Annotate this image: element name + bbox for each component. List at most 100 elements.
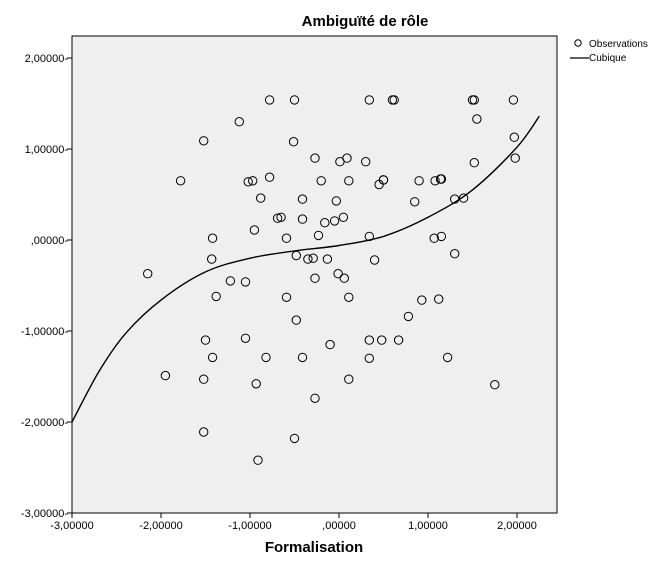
y-tick-label: 1,00000- <box>25 144 69 156</box>
observation-point <box>289 95 300 105</box>
observation-point <box>272 213 283 223</box>
observation-point <box>378 175 389 185</box>
x-tick-label: 2,00000 <box>497 520 537 532</box>
x-axis-ticks: -3,00000 -2,00000 -1,00000 ,00000 1,00000 2,0… <box>50 513 537 532</box>
x-tick-label: 1,00000 <box>408 520 448 532</box>
cubique-curve <box>71 115 540 423</box>
observation-point <box>297 194 308 204</box>
observation-point <box>243 177 253 187</box>
observation-point <box>338 212 349 223</box>
observation-point <box>199 427 209 437</box>
observation-point <box>389 95 399 105</box>
observation-point <box>303 254 313 264</box>
observation-point <box>344 292 354 302</box>
observation-point <box>264 95 275 105</box>
observation-point <box>240 333 251 343</box>
y-tick-label: 2,00000- <box>25 53 69 65</box>
observation-point <box>143 269 153 279</box>
observation-point <box>240 277 251 287</box>
cubic-fit-layer <box>71 115 540 423</box>
observation-point <box>308 253 318 263</box>
observation-point <box>199 136 209 146</box>
observation-point <box>276 212 286 223</box>
observation-point <box>510 153 520 163</box>
observation-point <box>251 379 261 389</box>
observation-point <box>261 352 271 363</box>
observation-point <box>248 176 258 186</box>
observation-point <box>281 292 292 302</box>
observation-point <box>225 276 236 286</box>
observation-point <box>364 353 374 363</box>
observation-point <box>160 370 171 381</box>
observation-point <box>450 194 460 204</box>
y-tick-label: -2,00000- <box>21 417 68 429</box>
observation-point <box>207 352 218 363</box>
observation-point <box>291 315 301 325</box>
observation-point <box>377 335 387 345</box>
observation-point <box>313 230 324 241</box>
y-tick-label: -3,00000- <box>21 508 68 520</box>
observation-point <box>361 157 371 167</box>
observation-point <box>325 339 335 350</box>
observation-point <box>297 214 308 224</box>
observation-point <box>442 352 453 363</box>
observation-point <box>234 117 245 127</box>
observation-point <box>469 95 479 105</box>
observation-point <box>436 174 447 184</box>
observation-point <box>403 311 414 322</box>
observation-point <box>333 269 343 279</box>
observation-point <box>253 455 263 465</box>
observation-point <box>291 250 301 261</box>
y-tick-label: ,00000- <box>31 235 69 247</box>
observation-point <box>472 114 482 124</box>
observation-point <box>469 158 479 168</box>
observation-point <box>310 393 320 403</box>
observation-point <box>342 153 352 163</box>
observation-point <box>344 176 354 186</box>
observation-point <box>410 197 420 207</box>
observation-point <box>364 95 374 105</box>
observation-point <box>310 273 320 283</box>
observation-point <box>414 176 424 186</box>
observation-point <box>320 218 330 228</box>
observation-point <box>175 176 186 186</box>
observation-point <box>200 335 211 345</box>
x-axis-label: Formalisation <box>265 539 363 556</box>
observation-point <box>364 335 374 345</box>
legend-cubique-label: Cubique <box>589 53 627 64</box>
observations-layer <box>143 95 520 465</box>
y-tick-label: -1,00000- <box>21 326 68 338</box>
observation-point <box>281 233 292 243</box>
observation-point <box>207 233 218 243</box>
observation-point <box>339 273 349 283</box>
observation-point <box>322 254 333 264</box>
legend-observations-marker <box>574 39 582 47</box>
observation-point <box>297 352 308 363</box>
legend-observations-label: Observations <box>589 39 648 50</box>
x-tick-label: ,00000 <box>322 520 356 532</box>
observation-point <box>436 231 447 242</box>
observation-point <box>249 225 260 235</box>
observation-point <box>364 231 374 242</box>
observation-point <box>207 254 217 264</box>
observation-point <box>329 216 340 226</box>
x-tick-label: -3,00000 <box>50 520 93 532</box>
chart-title: Ambiguïté de rôle <box>302 13 429 30</box>
observation-point <box>490 380 500 390</box>
observation-point <box>289 433 300 444</box>
x-tick-label: -2,00000 <box>139 520 182 532</box>
observation-point <box>393 335 404 345</box>
observation-point <box>211 291 221 302</box>
observation-point <box>199 374 209 384</box>
observation-point <box>310 153 320 163</box>
observation-point <box>264 172 275 182</box>
observation-point <box>417 295 427 305</box>
x-tick-label: -1,00000 <box>228 520 271 532</box>
observation-point <box>429 233 439 243</box>
observation-point <box>256 193 266 203</box>
observation-point <box>450 249 460 259</box>
observation-point <box>316 176 326 186</box>
observation-point <box>430 176 440 186</box>
observation-point <box>434 294 444 304</box>
